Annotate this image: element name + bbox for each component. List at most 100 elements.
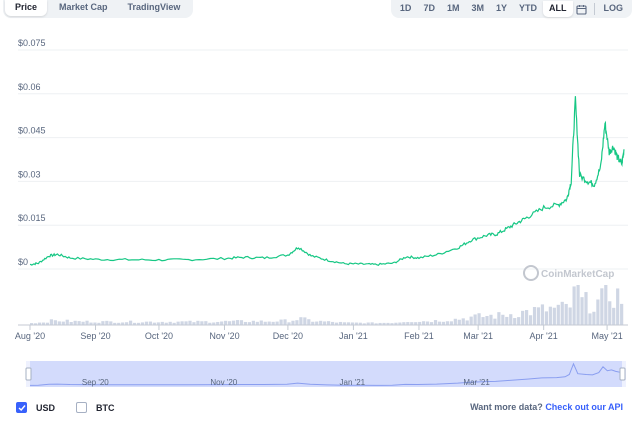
range-3m-button[interactable]: 3M: [471, 3, 484, 13]
volume-bar: [327, 321, 331, 325]
x-tick-label: Mar '21: [463, 331, 493, 341]
y-tick-label: $0.045: [18, 126, 46, 136]
grid-lines: [18, 49, 628, 270]
navigator-left-handle[interactable]: [25, 367, 32, 381]
range-buttons: 1D 7D 1M 3M 1Y YTD ALL: [394, 1, 573, 17]
volume-bar: [291, 320, 295, 325]
volume-bar: [564, 303, 568, 325]
btc-check-box[interactable]: [76, 402, 87, 413]
btc-checkbox[interactable]: BTC: [76, 402, 115, 413]
volume-bar: [235, 320, 240, 325]
volume-bar: [228, 321, 232, 325]
volume-bar: [188, 320, 192, 325]
y-tick-label: $0.03: [18, 169, 41, 179]
range-ytd-button[interactable]: YTD: [519, 3, 537, 13]
x-axis-labels: Aug '20 Sep '20 Oct '20 Nov '20 Dec '20 Jan '…: [15, 325, 623, 341]
y-tick-label: $0.06: [18, 82, 41, 92]
navigator-selection[interactable]: [30, 361, 622, 387]
volume-bar: [485, 316, 489, 325]
navigator-right-handle[interactable]: [619, 367, 626, 381]
volume-bar: [390, 323, 394, 325]
volume-bar: [366, 322, 370, 325]
volume-bar: [584, 292, 588, 325]
volume-bar: [604, 285, 608, 325]
volume-bar: [544, 311, 548, 325]
chart-tabs: Price Market Cap TradingView: [3, 0, 194, 18]
volume-bar: [528, 315, 533, 325]
range-1d-button[interactable]: 1D: [399, 3, 412, 13]
volume-bar: [489, 314, 493, 325]
volume-bar: [176, 321, 180, 325]
x-tick-label: Apr '21: [530, 331, 558, 341]
volume-bar: [334, 322, 339, 325]
volume-bar: [279, 319, 283, 325]
volume-bar: [540, 304, 545, 325]
volume-bar: [493, 318, 497, 325]
navigator[interactable]: Sep '20 Nov '20 Jan '21 Mar '21: [25, 361, 626, 387]
volume-bar: [382, 322, 386, 325]
volume-bar: [386, 322, 390, 325]
volume-bar: [77, 321, 81, 325]
navigator-tick-label: Mar '21: [463, 378, 490, 387]
x-tick-label: Dec '20: [273, 331, 303, 341]
volume-bar: [323, 321, 327, 325]
x-tick-label: Jan '21: [339, 331, 368, 341]
volume-bar: [101, 321, 105, 325]
usd-check-box[interactable]: [16, 402, 27, 413]
volume-bar: [406, 322, 410, 325]
volume-bar: [426, 321, 430, 325]
volume-bar: [93, 322, 97, 325]
volume-bar: [414, 322, 418, 325]
range-1m-button[interactable]: 1M: [446, 3, 460, 13]
volume-bar: [45, 322, 50, 325]
volume-bar: [429, 322, 434, 325]
x-tick-label: Oct '20: [145, 331, 173, 341]
usd-checkbox[interactable]: USD: [16, 402, 55, 413]
calendar-icon: [576, 4, 587, 15]
navigator-tick-label: Nov '20: [210, 378, 237, 387]
tab-tradingview[interactable]: TradingView: [127, 2, 181, 12]
volume-bar: [129, 320, 133, 325]
volume-bar: [85, 320, 89, 325]
range-1y-button[interactable]: 1Y: [495, 3, 507, 13]
tab-market-cap[interactable]: Market Cap: [59, 2, 108, 12]
volume-bar: [311, 321, 315, 325]
volume-bar: [481, 317, 485, 325]
range-7d-button[interactable]: 7D: [423, 3, 435, 13]
volume-bar: [53, 320, 57, 325]
api-prefix: Want more data?: [470, 402, 543, 412]
volume-bar: [362, 323, 366, 325]
volume-bar: [144, 321, 149, 325]
volume-bar: [168, 321, 172, 325]
volume-bar: [505, 316, 509, 325]
price-line: [29, 96, 625, 266]
volume-bar: [247, 322, 251, 325]
calendar-button[interactable]: [573, 1, 591, 17]
volume-bar: [342, 322, 347, 325]
volume-bar: [164, 322, 168, 325]
log-scale-button[interactable]: LOG: [603, 3, 624, 13]
tab-price[interactable]: Price: [5, 0, 48, 16]
volume-bar: [224, 320, 228, 325]
volume-bar: [422, 321, 426, 325]
y-axis-labels: $0 $0.015 $0.03 $0.045 $0.06 $0.075: [18, 38, 46, 267]
volume-bar: [307, 319, 311, 325]
volume-bar: [580, 297, 584, 325]
x-tick-label: Sep '20: [80, 331, 110, 341]
volume-bar: [457, 319, 461, 325]
volume-bar: [220, 321, 224, 325]
volume-bar: [509, 314, 513, 325]
range-all-button[interactable]: ALL: [543, 1, 573, 17]
volume-bar: [204, 321, 208, 325]
volume-bar: [136, 322, 141, 325]
volume-bar: [180, 321, 184, 325]
navigator-line: [29, 362, 623, 386]
volume-bar: [216, 321, 220, 325]
api-link[interactable]: Check out our API: [545, 402, 623, 412]
volume-bar: [556, 304, 560, 325]
volume-bar: [117, 322, 121, 325]
volume-bar: [612, 307, 616, 325]
volume-bar: [275, 321, 279, 325]
volume-bar: [517, 317, 521, 325]
watermark-text: CoinMarketCap: [541, 269, 614, 280]
